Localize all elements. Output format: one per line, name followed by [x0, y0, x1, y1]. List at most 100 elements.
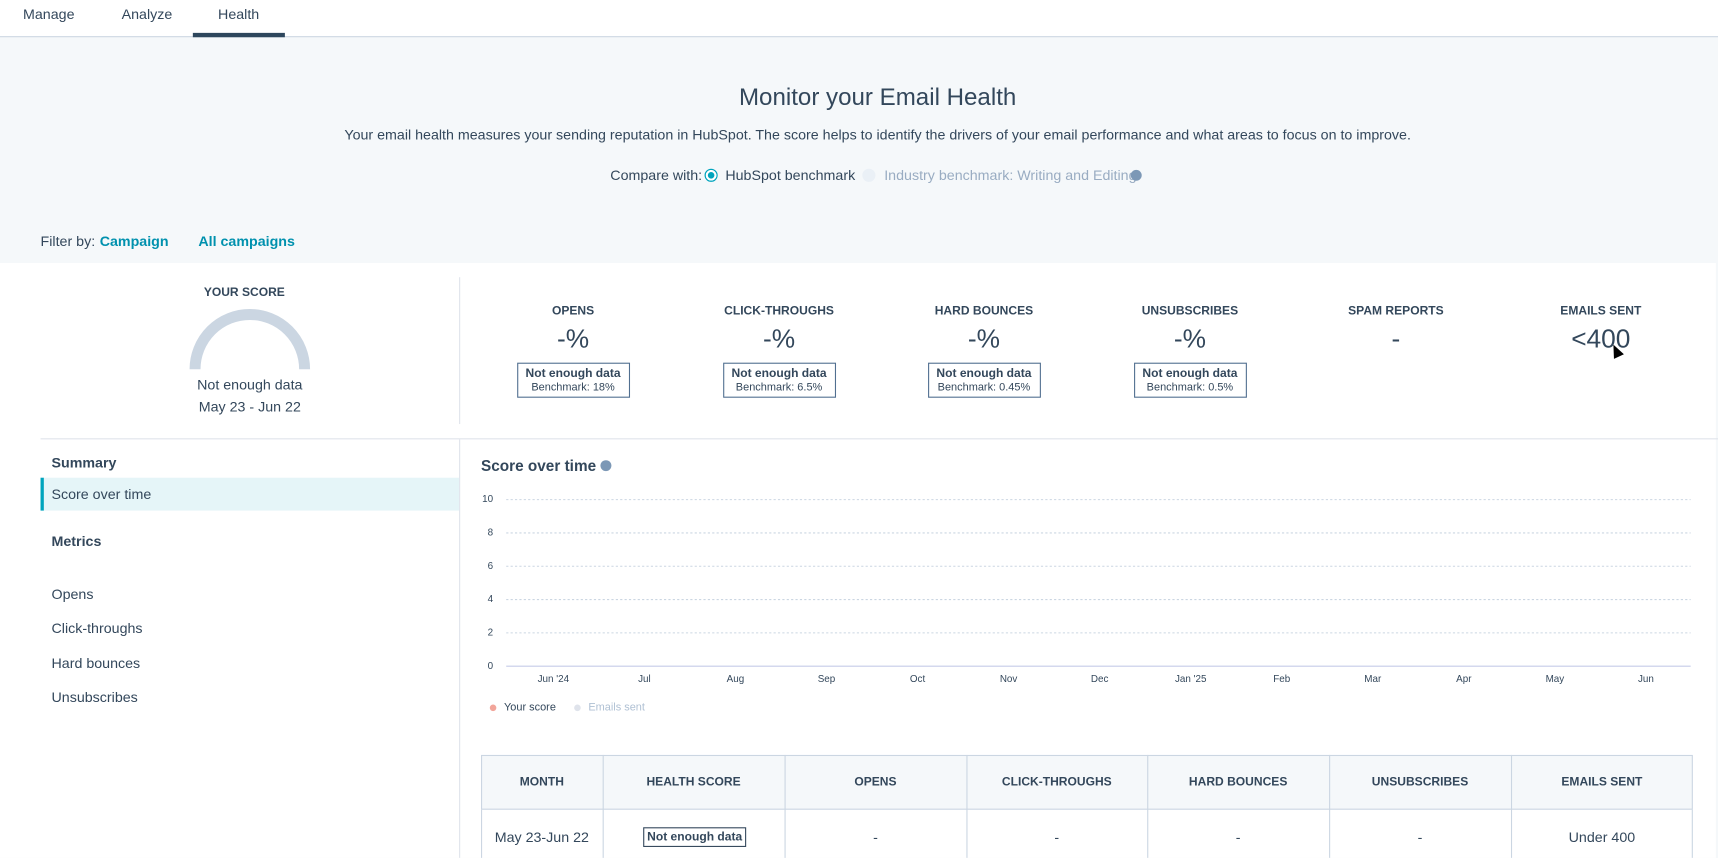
legend-label: Your score — [504, 702, 556, 714]
info-icon — [1130, 169, 1142, 181]
metric-box — [1134, 362, 1247, 398]
sidebar-item[interactable]: Click-throughs — [51, 619, 143, 637]
filter-dropdown[interactable]: All campaigns — [198, 232, 295, 250]
x-tick-label: Jan '25 — [1175, 674, 1207, 685]
x-tick-label: Dec — [1091, 674, 1109, 685]
metric-status: Not enough data — [936, 367, 1032, 381]
x-tick-label: Mar — [1364, 674, 1382, 685]
metric-benchmark: Benchmark: 18% — [531, 381, 615, 394]
table-cell: Under 400 — [1568, 828, 1636, 846]
radio — [862, 168, 876, 182]
x-tick-label: Feb — [1273, 674, 1291, 685]
table-col-line — [784, 754, 786, 858]
x-tick-label: Nov — [1000, 674, 1018, 685]
metric-box — [517, 362, 631, 398]
x-tick-label: Jul — [638, 674, 651, 685]
metric-value: -% — [762, 324, 796, 354]
divider — [459, 277, 461, 425]
legend-swatch — [489, 704, 497, 712]
metric-status: Not enough data — [731, 367, 827, 381]
table-cell: Not enough data — [643, 827, 747, 847]
table-col-line — [602, 754, 604, 858]
filter-label: Filter by: — [40, 232, 96, 250]
divider — [459, 439, 461, 858]
table-cell: - — [873, 828, 878, 846]
divider — [40, 438, 1718, 440]
table-header: HEALTH SCORE — [646, 775, 741, 789]
active-row[interactable] — [40, 477, 460, 511]
y-tick-label: 10 — [482, 494, 493, 505]
x-tick-label: May — [1546, 674, 1565, 685]
x-tick-label: Jun '24 — [538, 674, 570, 685]
y-tick-label: 6 — [488, 561, 494, 572]
sidebar-item[interactable]: Unsubscribes — [51, 688, 138, 706]
table-col-line — [1329, 754, 1331, 858]
table-header: CLICK-THROUGHS — [1001, 775, 1112, 789]
metric-box — [723, 362, 837, 398]
table-header: EMAILS SENT — [1561, 775, 1643, 789]
metric-name: OPENS — [551, 304, 595, 318]
table-header: HARD BOUNCES — [1188, 775, 1288, 789]
table-col-line — [966, 754, 968, 858]
filter-dropdown[interactable]: Campaign — [99, 232, 169, 250]
metric-name: UNSUBSCRIBES — [1141, 304, 1239, 318]
tab[interactable]: Analyze — [121, 6, 173, 23]
metric-benchmark: Benchmark: 6.5% — [735, 381, 823, 394]
table-header: OPENS — [854, 775, 897, 789]
x-tick-label: Apr — [1456, 674, 1472, 685]
radio[interactable] — [704, 168, 718, 182]
tab[interactable]: Health — [218, 6, 260, 23]
radio-label[interactable]: HubSpot benchmark — [725, 167, 856, 184]
legend-label: Emails sent — [588, 702, 645, 714]
legend-swatch — [574, 704, 581, 712]
metric-value: <400 — [1571, 324, 1631, 354]
sidebar-item[interactable]: Hard bounces — [51, 654, 141, 672]
tab-underline — [192, 32, 285, 38]
info-icon — [600, 460, 612, 472]
metric-status: Not enough data — [1142, 367, 1238, 381]
description: Your email health measures your sending … — [344, 126, 1411, 143]
y-tick-label: 2 — [488, 627, 493, 638]
tab-bar — [0, 0, 1718, 38]
table-col-line — [1510, 754, 1513, 858]
table-row-bg — [481, 809, 1693, 858]
x-tick-label: Aug — [727, 674, 745, 685]
x-tick-label: Jun — [1638, 674, 1654, 685]
sidebar-item[interactable]: Opens — [51, 585, 94, 603]
metric-benchmark: Benchmark: 0.5% — [1146, 381, 1234, 394]
x-tick-label: Sep — [818, 674, 836, 685]
metric-status: Not enough data — [525, 367, 621, 381]
table-cell: - — [1417, 828, 1423, 846]
metric-box — [928, 362, 1041, 398]
score-range: May 23 - Jun 22 — [198, 398, 301, 415]
metric-value: -% — [556, 324, 590, 354]
page-title: Monitor your Email Health — [738, 83, 1017, 111]
y-tick-label: 8 — [488, 528, 494, 539]
score-status: Not enough data — [197, 376, 303, 393]
tab[interactable]: Manage — [23, 6, 75, 23]
metric-value: -% — [967, 324, 1001, 354]
x-tick-label: Oct — [910, 674, 926, 685]
metric-name: HARD BOUNCES — [934, 304, 1034, 318]
sidebar-item[interactable]: Score over time — [51, 485, 152, 503]
metric-benchmark: Benchmark: 0.45% — [937, 381, 1031, 394]
table-cell: May 23-Jun 22 — [494, 828, 589, 846]
chart-title: Score over time — [481, 456, 597, 475]
table-cell: - — [1235, 828, 1241, 846]
sidebar-heading: Metrics — [51, 533, 102, 550]
metric-name: CLICK-THROUGHS — [724, 304, 834, 318]
metric-value: -% — [1173, 324, 1207, 354]
metric-value: - — [1391, 324, 1401, 354]
metric-name: EMAILS SENT — [1560, 304, 1642, 318]
table-header: MONTH — [519, 775, 564, 789]
y-tick-label: 4 — [488, 594, 494, 605]
score-label: YOUR SCORE — [203, 285, 285, 300]
table-cell: - — [1054, 828, 1060, 846]
compare-label: Compare with: — [610, 167, 703, 184]
score-gauge — [189, 308, 311, 370]
sidebar-heading: Summary — [51, 454, 117, 471]
table-col-line — [1147, 754, 1149, 858]
